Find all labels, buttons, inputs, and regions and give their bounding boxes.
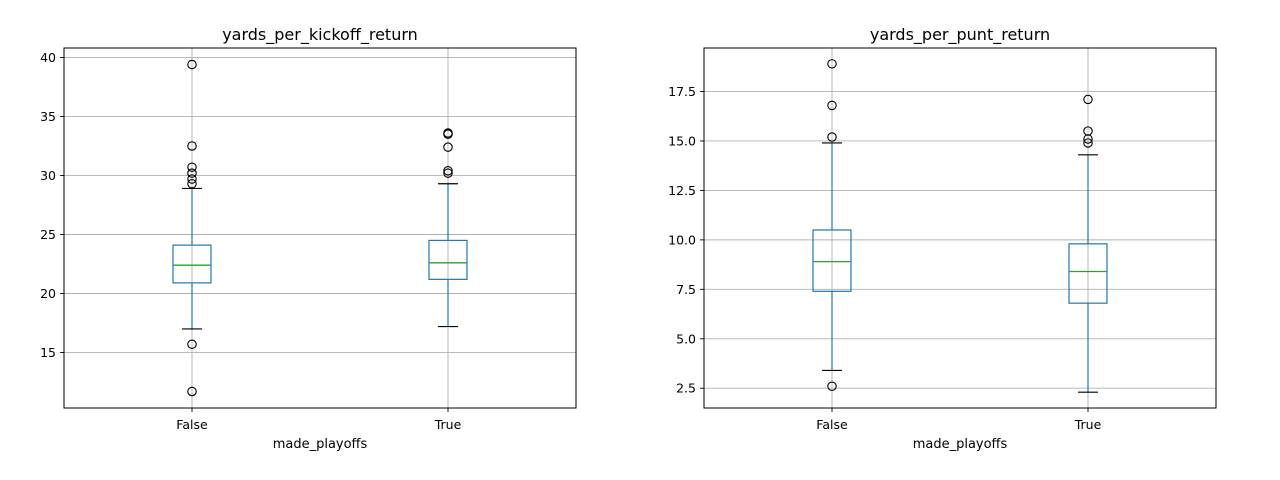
chart-punt-return: yards_per_punt_return made_playoffs 2.5 5… <box>668 25 1217 452</box>
outlier-point <box>187 178 197 189</box>
outlier-point <box>827 381 837 391</box>
chart-title: yards_per_kickoff_return <box>222 25 418 45</box>
outlier-point <box>187 174 197 184</box>
y-tick-label: 15 <box>40 345 56 360</box>
x-tick-label: True <box>434 417 462 432</box>
y-tick-label: 40 <box>40 50 56 65</box>
grid <box>64 48 576 408</box>
box-true <box>428 128 468 328</box>
outlier-point <box>187 386 197 397</box>
chart-title: yards_per_punt_return <box>870 25 1050 45</box>
x-tick-label: False <box>176 417 208 432</box>
outlier-point <box>187 59 197 70</box>
y-tick-label: 12.5 <box>668 183 696 198</box>
axes-frame <box>63 47 577 409</box>
outlier-point <box>443 142 453 152</box>
y-tick-label: 35 <box>40 109 56 124</box>
y-tick-label: 30 <box>40 168 56 183</box>
y-tick-label: 20 <box>40 286 56 301</box>
y-tick-label: 17.5 <box>668 84 696 99</box>
outlier-point <box>187 168 197 178</box>
y-tick-label: 5.0 <box>676 331 696 346</box>
outlier-point <box>1083 134 1093 144</box>
outlier-point <box>187 162 197 172</box>
axes-frame <box>703 47 1217 409</box>
outlier-point <box>827 100 837 111</box>
box-false <box>172 59 212 397</box>
y-tick-label: 7.5 <box>676 282 696 297</box>
box-false <box>812 59 852 391</box>
iqr-box <box>812 229 852 292</box>
iqr-box <box>1068 243 1108 304</box>
chart-kickoff-return: yards_per_kickoff_return made_playoffs 1… <box>40 25 577 452</box>
outlier-point <box>443 168 453 178</box>
outlier-point <box>1083 138 1093 148</box>
outlier-point <box>1083 94 1093 105</box>
outlier-point <box>443 129 453 139</box>
outlier-point <box>827 132 837 142</box>
grid <box>704 48 1216 408</box>
x-axis-label: made_playoffs <box>273 437 368 452</box>
iqr-box <box>428 239 468 280</box>
outlier-point <box>187 339 197 350</box>
x-tick-label: False <box>816 417 848 432</box>
outlier-point <box>187 141 197 151</box>
y-tick-label: 25 <box>40 227 56 242</box>
box-true <box>1068 94 1108 393</box>
y-tick-label: 15.0 <box>668 133 696 148</box>
y-tick-label: 2.5 <box>676 381 696 396</box>
outlier-point <box>443 166 453 176</box>
outlier-point <box>827 59 837 69</box>
x-tick-label: True <box>1074 417 1102 432</box>
y-tick-label: 10.0 <box>668 232 696 247</box>
x-axis-label: made_playoffs <box>913 437 1008 452</box>
iqr-box <box>172 244 212 284</box>
